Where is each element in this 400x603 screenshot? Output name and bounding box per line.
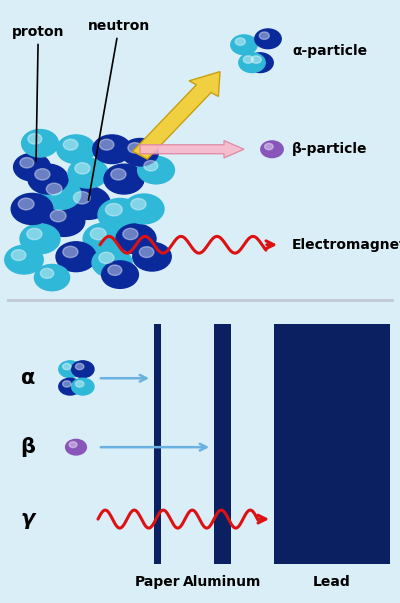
Circle shape xyxy=(139,247,154,257)
Circle shape xyxy=(231,35,257,55)
Circle shape xyxy=(72,361,94,377)
Circle shape xyxy=(74,192,90,204)
Circle shape xyxy=(43,206,85,236)
Circle shape xyxy=(106,203,122,216)
Circle shape xyxy=(116,224,156,254)
FancyArrow shape xyxy=(140,140,244,158)
Circle shape xyxy=(98,198,142,232)
Text: Paper: Paper xyxy=(135,575,180,589)
Bar xyxy=(154,324,161,564)
Circle shape xyxy=(11,250,26,260)
Circle shape xyxy=(255,29,281,49)
Circle shape xyxy=(28,164,68,194)
Circle shape xyxy=(11,194,53,224)
Circle shape xyxy=(66,186,110,219)
Circle shape xyxy=(56,242,96,271)
Circle shape xyxy=(104,164,144,194)
Bar xyxy=(274,324,390,564)
Text: β-particle: β-particle xyxy=(292,142,368,156)
Text: Electromagnetic: Electromagnetic xyxy=(292,238,400,252)
Text: γ: γ xyxy=(21,509,35,529)
Circle shape xyxy=(261,141,283,157)
Circle shape xyxy=(123,229,138,239)
Circle shape xyxy=(131,198,146,210)
Circle shape xyxy=(76,364,84,370)
Circle shape xyxy=(92,248,132,277)
Circle shape xyxy=(39,178,81,209)
Bar xyxy=(214,324,231,564)
Circle shape xyxy=(102,261,138,288)
Circle shape xyxy=(90,228,106,240)
Circle shape xyxy=(99,252,114,264)
Circle shape xyxy=(20,224,60,254)
Circle shape xyxy=(63,364,71,370)
Text: Aluminum: Aluminum xyxy=(183,575,262,589)
Circle shape xyxy=(111,169,126,180)
Circle shape xyxy=(63,139,78,150)
Circle shape xyxy=(93,135,131,163)
Circle shape xyxy=(35,169,50,180)
Circle shape xyxy=(18,198,34,210)
Text: neutron: neutron xyxy=(88,19,150,200)
Circle shape xyxy=(66,440,86,455)
Circle shape xyxy=(34,265,70,291)
Text: Lead: Lead xyxy=(313,575,351,589)
Text: β: β xyxy=(20,437,36,457)
Circle shape xyxy=(69,442,77,447)
Circle shape xyxy=(76,380,84,387)
Circle shape xyxy=(46,183,62,195)
Text: α-particle: α-particle xyxy=(292,44,367,58)
Circle shape xyxy=(144,160,158,171)
Circle shape xyxy=(72,378,94,395)
Circle shape xyxy=(59,378,81,395)
Circle shape xyxy=(40,268,54,279)
Circle shape xyxy=(138,156,174,184)
Circle shape xyxy=(5,245,43,274)
Text: proton: proton xyxy=(12,25,64,162)
Circle shape xyxy=(57,135,95,163)
Circle shape xyxy=(243,56,253,63)
Circle shape xyxy=(247,53,273,72)
Circle shape xyxy=(63,380,71,387)
Circle shape xyxy=(14,153,50,181)
Circle shape xyxy=(265,144,273,150)
Circle shape xyxy=(124,194,164,224)
FancyArrow shape xyxy=(133,72,220,159)
Circle shape xyxy=(75,163,90,174)
Circle shape xyxy=(59,361,81,377)
Circle shape xyxy=(28,134,42,144)
Circle shape xyxy=(20,157,34,168)
Circle shape xyxy=(239,53,265,72)
Circle shape xyxy=(83,223,125,254)
Text: α: α xyxy=(21,368,35,388)
Circle shape xyxy=(68,158,108,188)
Circle shape xyxy=(128,143,142,153)
Circle shape xyxy=(63,246,78,257)
Circle shape xyxy=(50,210,66,222)
Circle shape xyxy=(108,265,122,276)
Circle shape xyxy=(27,229,42,239)
Circle shape xyxy=(251,56,261,63)
Circle shape xyxy=(259,32,269,39)
Circle shape xyxy=(133,242,171,271)
Circle shape xyxy=(99,139,114,150)
Circle shape xyxy=(22,130,58,157)
Circle shape xyxy=(122,139,158,166)
Circle shape xyxy=(235,38,245,45)
